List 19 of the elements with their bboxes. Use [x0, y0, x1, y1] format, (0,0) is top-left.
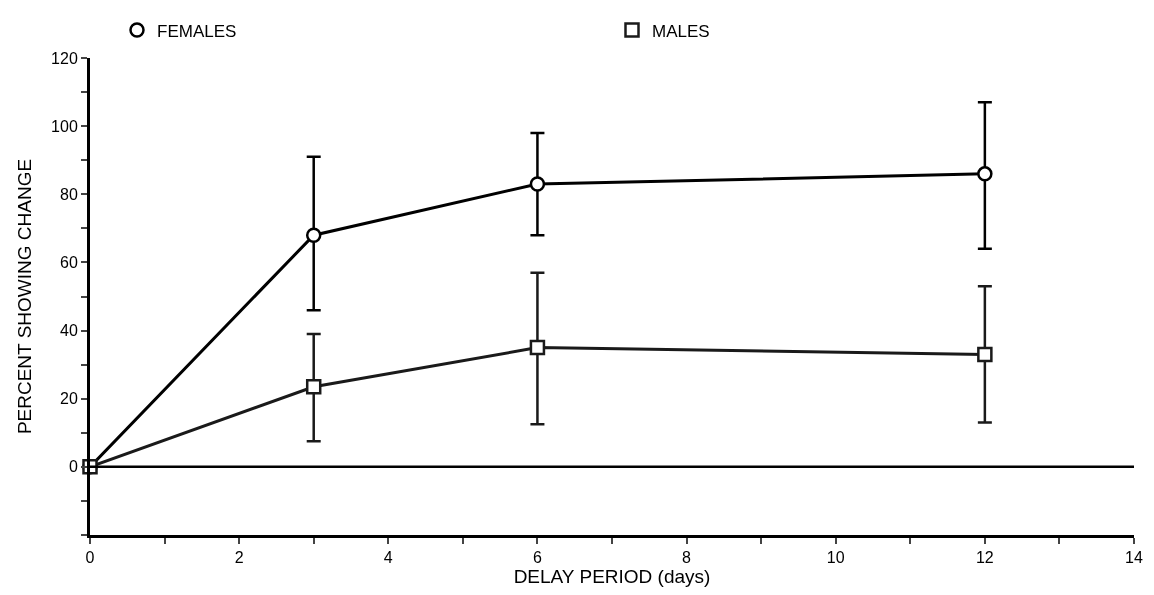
- x-tick-label: 0: [85, 549, 95, 567]
- y-tick-label: 120: [51, 49, 78, 67]
- x-tick-label: 4: [383, 549, 393, 567]
- x-tick-label: 2: [234, 549, 244, 567]
- x-tick-label: 10: [826, 549, 845, 567]
- legend-label: MALES: [652, 21, 710, 41]
- x-tick-label: 12: [975, 549, 994, 567]
- x-tick-label: 8: [682, 549, 692, 567]
- y-tick-label: 40: [60, 322, 78, 340]
- y-tick-label: 0: [68, 458, 78, 476]
- y-tick-label: 20: [60, 390, 78, 408]
- x-tick-label: 14: [1125, 549, 1143, 567]
- x-axis-title: DELAY PERIOD (days): [513, 566, 711, 588]
- y-tick-label: 80: [60, 185, 78, 203]
- y-tick-label: 60: [60, 254, 78, 272]
- y-tick-label: 100: [51, 117, 78, 135]
- x-tick-label: 6: [532, 549, 542, 567]
- y-axis-title: PERCENT SHOWING CHANGE: [13, 158, 35, 435]
- legend-label: FEMALES: [157, 21, 237, 41]
